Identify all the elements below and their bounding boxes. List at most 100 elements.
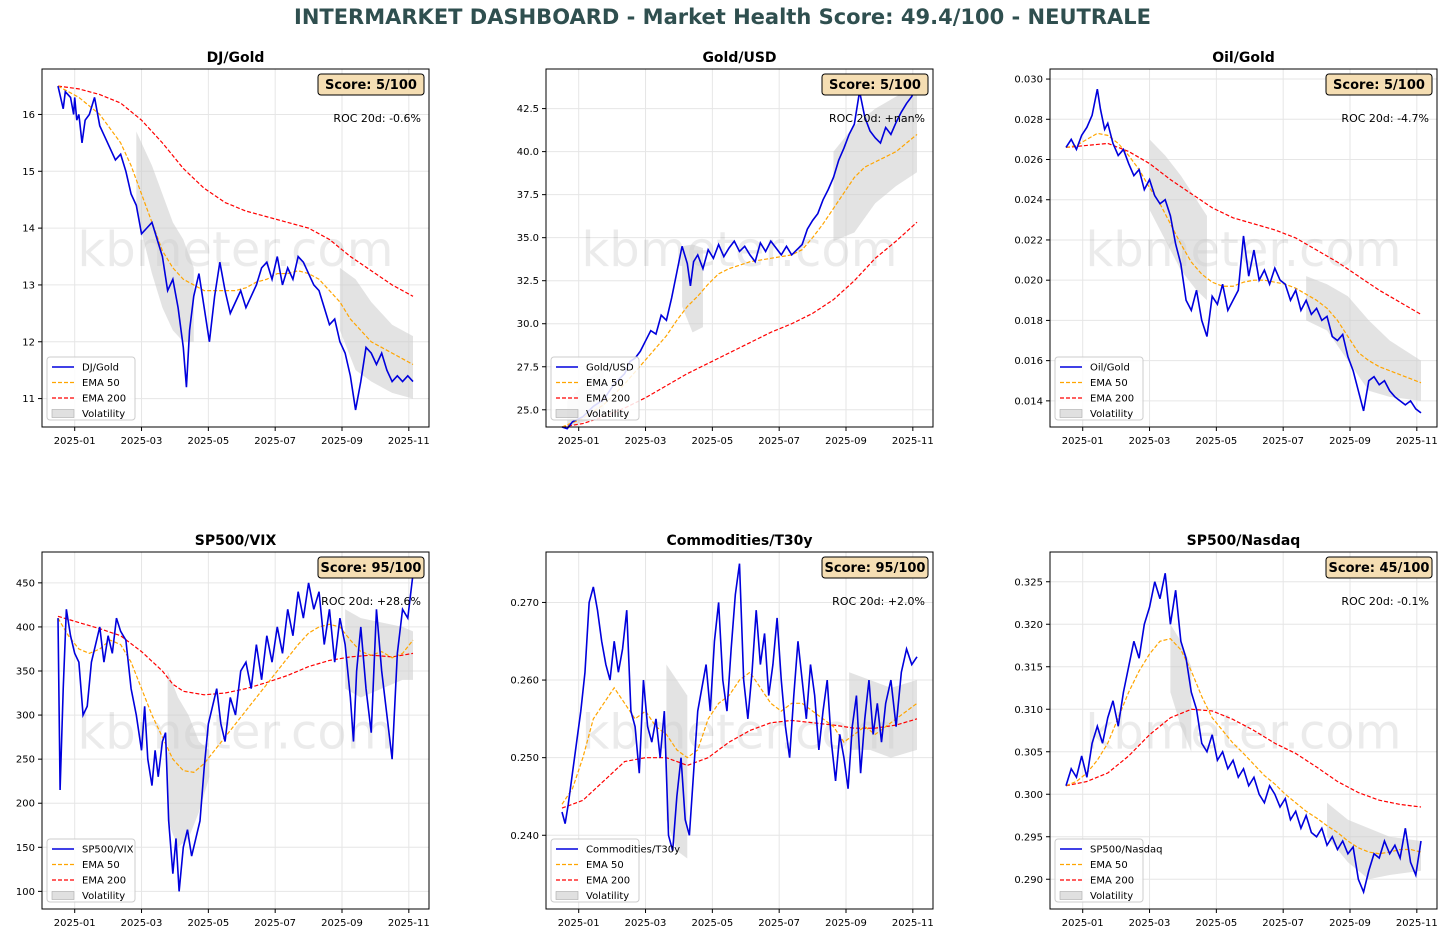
- legend-ema200-label: EMA 200: [586, 876, 630, 887]
- y-tick-label: 450: [16, 578, 35, 589]
- legend-ema200-label: EMA 200: [1090, 394, 1134, 405]
- panel-title: DJ/Gold: [207, 50, 265, 66]
- plot-frame: [1049, 68, 1438, 428]
- y-tick-label: 32.5: [517, 276, 539, 287]
- y-tick-label: 0.030: [1014, 75, 1043, 86]
- legend-ema50-label: EMA 50: [82, 860, 120, 871]
- y-tick-label: 300: [16, 711, 35, 722]
- legend-price-label: DJ/Gold: [82, 363, 119, 374]
- legend-volatility-label: Volatility: [586, 891, 629, 902]
- volatility-band: [833, 86, 917, 242]
- x-tick-label: 2025-07: [254, 436, 296, 447]
- legend-volatility-swatch: [555, 409, 579, 418]
- panel-sp500-nasdaq: kbmeter.com 0.290 0.295 0.300 0.305 0.310 0.31…: [1014, 533, 1437, 929]
- legend-volatility-swatch: [555, 891, 579, 900]
- x-tick-label: 2025-03: [121, 436, 163, 447]
- x-tick-label: 2025-11: [388, 918, 430, 929]
- roc-text: ROC 20d: +28.6%: [321, 595, 421, 608]
- ema50-line: [1065, 638, 1422, 855]
- x-tick-label: 2025-07: [1262, 918, 1304, 929]
- score-badge: [317, 73, 425, 96]
- x-tick-label: 2025-09: [1329, 436, 1371, 447]
- watermark: kbmeter.com: [1085, 704, 1401, 760]
- x-tick-label: 2025-09: [825, 436, 867, 447]
- score-text: Score: 5/100: [829, 78, 921, 93]
- score-text: Score: 95/100: [321, 561, 422, 576]
- x-tick-label: 2025-03: [625, 918, 667, 929]
- volatility-band: [136, 131, 194, 342]
- ema50-line: [57, 617, 414, 774]
- y-tick-label: 0.240: [510, 831, 539, 842]
- roc-text: ROC 20d: -0.6%: [333, 112, 421, 125]
- y-tick-label: 15: [22, 167, 35, 178]
- plot-frame: [545, 551, 934, 910]
- x-tick-label: 2025-01: [1062, 436, 1104, 447]
- y-tick-label: 0.024: [1014, 195, 1043, 206]
- x-tick-label: 2025-01: [54, 918, 96, 929]
- roc-text: ROC 20d: +2.0%: [832, 595, 925, 608]
- x-tick-label: 2025-05: [187, 918, 229, 929]
- score-badge: [1325, 556, 1433, 579]
- roc-text: ROC 20d: +nan%: [829, 112, 925, 125]
- y-tick-label: 11: [22, 394, 35, 405]
- y-tick-label: 0.022: [1014, 235, 1043, 246]
- price-line: [1065, 88, 1422, 414]
- y-tick-label: 350: [16, 667, 35, 678]
- y-tick-label: 400: [16, 622, 35, 633]
- y-tick-label: 14: [22, 224, 35, 235]
- dashboard-title: INTERMARKET DASHBOARD - Market Health Sc…: [294, 5, 1151, 29]
- y-tick-label: 0.018: [1014, 316, 1043, 327]
- x-tick-label: 2025-07: [758, 436, 800, 447]
- panel-title: SP500/VIX: [195, 533, 277, 549]
- x-tick-label: 2025-07: [1262, 436, 1304, 447]
- ema50-line: [57, 85, 414, 366]
- legend-ema50-label: EMA 50: [1090, 860, 1128, 871]
- y-tick-label: 0.270: [510, 598, 539, 609]
- legend-ema200-label: EMA 200: [82, 876, 126, 887]
- legend-ema200-label: EMA 200: [1090, 876, 1134, 887]
- y-tick-label: 0.260: [510, 676, 539, 687]
- x-tick-label: 2025-11: [1396, 436, 1438, 447]
- score-text: Score: 45/100: [1329, 561, 1430, 576]
- x-tick-label: 2025-03: [625, 436, 667, 447]
- y-tick-label: 13: [22, 280, 35, 291]
- legend-volatility-label: Volatility: [1090, 891, 1133, 902]
- y-tick-label: 0.250: [510, 753, 539, 764]
- legend-volatility-swatch: [1059, 891, 1083, 900]
- x-tick-label: 2025-09: [321, 436, 363, 447]
- x-tick-label: 2025-11: [892, 918, 934, 929]
- volatility-band: [1327, 802, 1421, 880]
- score-text: Score: 95/100: [825, 561, 926, 576]
- y-tick-label: 40.0: [517, 147, 539, 158]
- score-text: Score: 5/100: [325, 78, 417, 93]
- x-tick-label: 2025-05: [1195, 918, 1237, 929]
- watermark: kbmeter.com: [1085, 222, 1401, 278]
- y-tick-label: 35.0: [517, 233, 539, 244]
- y-tick-label: 0.020: [1014, 276, 1043, 287]
- y-tick-label: 0.026: [1014, 155, 1043, 166]
- y-tick-label: 0.320: [1014, 620, 1043, 631]
- legend-volatility-swatch: [51, 891, 75, 900]
- x-tick-label: 2025-01: [558, 918, 600, 929]
- x-tick-label: 2025-01: [54, 436, 96, 447]
- y-tick-label: 27.5: [517, 362, 539, 373]
- plot-frame: [41, 551, 430, 910]
- y-tick-label: 200: [16, 799, 35, 810]
- y-tick-label: 16: [22, 110, 35, 121]
- y-tick-label: 25.0: [517, 405, 539, 416]
- price-line: [57, 573, 414, 892]
- x-tick-label: 2025-05: [187, 436, 229, 447]
- roc-text: ROC 20d: -4.7%: [1341, 112, 1429, 125]
- panel-gold-usd: kbmeter.com25.027.530.032.535.037.540.04…: [517, 50, 934, 447]
- plot-frame: [545, 68, 934, 428]
- plot-frame: [1049, 551, 1438, 910]
- panel-title: Commodities/T30y: [666, 533, 812, 549]
- x-tick-label: 2025-09: [321, 918, 363, 929]
- legend-volatility-swatch: [51, 409, 75, 418]
- ema200-line: [57, 85, 414, 297]
- panel-title: SP500/Nasdaq: [1187, 533, 1301, 549]
- score-badge: [821, 556, 929, 579]
- legend-box: [550, 838, 640, 903]
- x-tick-label: 2025-05: [1195, 436, 1237, 447]
